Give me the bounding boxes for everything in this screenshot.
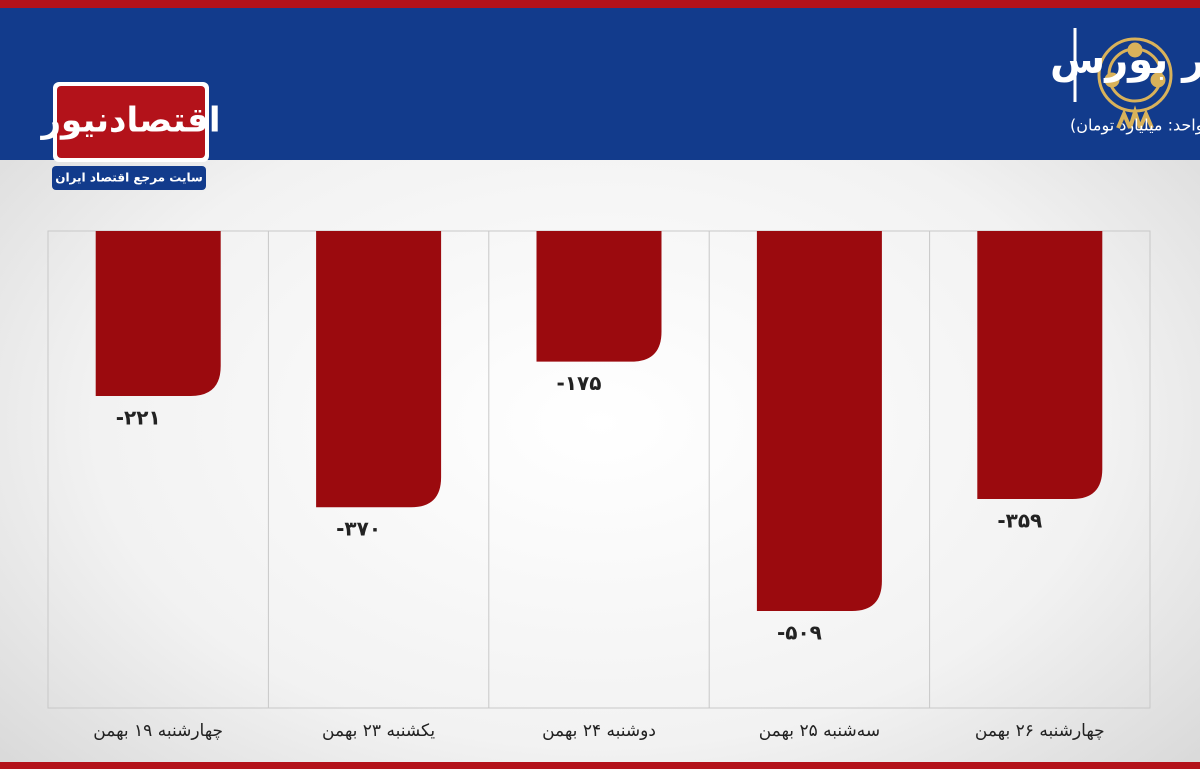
bar (95, 231, 221, 396)
bottom-stripe (0, 762, 1200, 769)
x-tick-label: چهارشنبه ۱۹ بهمن (93, 721, 223, 741)
chart-subtitle: (واحد: میلیارد تومان) (1070, 116, 1200, 136)
bar (756, 231, 882, 611)
logo-box (57, 86, 205, 158)
logo-tagline-box (52, 166, 206, 190)
bar (536, 231, 662, 362)
value-label: -۲۲۱ (116, 405, 161, 429)
chart-title: روند ورود و خروج پول حقیقی در بورس (1050, 37, 1200, 83)
bar (977, 231, 1103, 500)
logo-tagline: سایت مرجع اقتصاد ایران (55, 171, 203, 185)
logo-name: اقتصادنیوز (39, 101, 220, 141)
x-tick-label: سه‌شنبه ۲۵ بهمن (759, 721, 880, 741)
value-label: -۳۷۰ (336, 517, 381, 541)
bar (316, 231, 442, 508)
x-tick-label: چهارشنبه ۲۶ بهمن (975, 721, 1105, 741)
emblem (1097, 37, 1173, 129)
value-label: -۳۵۹ (997, 509, 1042, 533)
value-label: -۵۰۹ (777, 621, 822, 645)
value-label: -۱۷۵ (557, 371, 602, 395)
x-tick-label: دوشنبه ۲۴ بهمن (542, 721, 656, 741)
top-stripe (0, 0, 1200, 8)
x-tick-label: یکشنبه ۲۳ بهمن (322, 721, 435, 741)
